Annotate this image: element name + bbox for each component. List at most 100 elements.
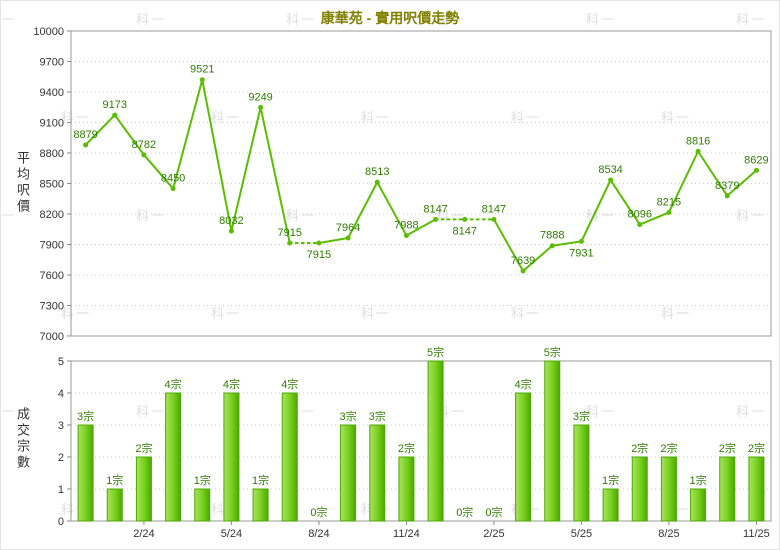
- watermark-text: 科一: [586, 12, 617, 27]
- volume-bar: [690, 488, 707, 522]
- price-ytick-label: 7300: [40, 301, 64, 313]
- watermark-text: 科一: [511, 110, 542, 125]
- price-line-segment: [230, 106, 262, 233]
- volume-bar: [631, 456, 648, 522]
- xtick-label: 11/24: [393, 528, 420, 540]
- price-ytick-label: 9700: [40, 57, 64, 69]
- price-point-marker: [374, 179, 380, 185]
- volume-bar-label: 5宗: [427, 345, 444, 359]
- volume-ytick-label: 5: [58, 356, 64, 368]
- price-point-marker: [608, 177, 614, 183]
- price-ytick-label: 9400: [40, 87, 64, 99]
- price-point-marker: [316, 240, 322, 246]
- volume-bar-label: 2宗: [660, 441, 677, 455]
- watermark-text: 科一: [586, 404, 617, 419]
- volume-bar-label: 2宗: [748, 441, 765, 455]
- price-line-segment: [405, 218, 437, 237]
- price-line-segment: [113, 114, 145, 156]
- price-line-segment: [522, 244, 554, 273]
- volume-bar: [748, 456, 765, 522]
- volume-bar: [544, 360, 561, 522]
- volume-bar: [135, 456, 152, 522]
- price-line-segment: [142, 153, 175, 190]
- price-point-label: 7915: [307, 249, 331, 261]
- volume-ytick-label: 4: [58, 388, 64, 400]
- price-point-marker: [141, 152, 147, 158]
- volume-bar-label: 2宗: [135, 441, 152, 455]
- price-point-label: 7931: [569, 247, 593, 259]
- volume-bar-label: 4宗: [515, 377, 532, 391]
- volume-bar: [106, 488, 123, 522]
- watermark-text: 科一: [661, 306, 692, 321]
- watermark-text: 科一: [61, 110, 92, 125]
- volume-bar: [77, 424, 94, 522]
- price-point-marker: [112, 112, 118, 118]
- price-line-segment: [638, 211, 670, 226]
- price-point-label: 8147: [453, 225, 477, 237]
- xtick-label: 8/24: [308, 528, 329, 540]
- price-point-marker: [403, 233, 409, 239]
- volume-bar-label: 3宗: [77, 409, 94, 423]
- price-point-label: 8450: [161, 173, 185, 185]
- price-point-marker: [83, 142, 89, 148]
- volume-bar-label: 1宗: [106, 473, 123, 487]
- watermark-text: 科一: [736, 208, 767, 223]
- price-point-label: 8032: [219, 215, 243, 227]
- volume-bar-label: 0宗: [456, 505, 473, 519]
- volume-bar-label: 2宗: [719, 441, 736, 455]
- price-line-segment: [580, 179, 612, 243]
- watermark-text: 科一: [286, 208, 317, 223]
- watermark-text: 科一: [211, 110, 242, 125]
- volume-bar: [660, 456, 677, 522]
- volume-bar-label: 1宗: [194, 473, 211, 487]
- price-line-segment: [726, 169, 758, 197]
- price-line-segment: [259, 106, 291, 244]
- price-point-marker: [520, 268, 526, 274]
- volume-bar-label: 4宗: [223, 377, 240, 391]
- xtick-label: 2/25: [483, 528, 504, 540]
- price-point-label: 8096: [628, 209, 652, 221]
- price-point-marker: [753, 167, 759, 173]
- volume-bar: [252, 488, 269, 522]
- price-line-segment: [667, 150, 700, 214]
- volume-bar: [719, 456, 736, 522]
- price-point-marker: [549, 243, 555, 249]
- volume-bar-label: 1宗: [690, 473, 707, 487]
- price-point-marker: [491, 216, 497, 222]
- volume-bar: [340, 424, 357, 522]
- price-line-segment: [551, 240, 583, 247]
- price-point-marker: [695, 148, 701, 154]
- price-point-label: 8147: [423, 203, 447, 215]
- price-line-segment: [347, 181, 379, 239]
- price-point-label: 8782: [132, 139, 156, 151]
- price-point-marker: [345, 235, 351, 241]
- watermark-text: 科一: [361, 306, 392, 321]
- price-ytick-label: 10000: [33, 26, 64, 38]
- volume-bar-label: 1宗: [602, 473, 619, 487]
- xtick-label: 11/25: [743, 528, 770, 540]
- watermark-text: 科一: [136, 208, 167, 223]
- volume-bar: [602, 488, 619, 522]
- volume-bar-label: 4宗: [281, 377, 298, 391]
- watermark-text: 科一: [1, 404, 17, 419]
- price-point-label: 7639: [511, 255, 535, 267]
- price-point-label: 8816: [686, 135, 710, 147]
- price-point-marker: [170, 186, 176, 192]
- price-line-segment: [609, 179, 641, 226]
- watermark-text: 科一: [361, 110, 392, 125]
- price-point-label: 8215: [657, 196, 681, 208]
- price-point-label: 8379: [715, 180, 739, 192]
- watermark-text: 科一: [511, 306, 542, 321]
- price-point-marker: [578, 238, 584, 244]
- volume-bar: [398, 456, 415, 522]
- price-point-label: 8879: [73, 129, 97, 141]
- price-ytick-label: 8800: [40, 148, 64, 160]
- volume-bar-label: 0宗: [485, 505, 502, 519]
- volume-bar: [194, 488, 211, 522]
- volume-bar-label: 4宗: [165, 377, 182, 391]
- price-point-label: 7988: [394, 220, 418, 232]
- volume-ytick-label: 0: [58, 516, 64, 528]
- xtick-label: 5/25: [571, 528, 592, 540]
